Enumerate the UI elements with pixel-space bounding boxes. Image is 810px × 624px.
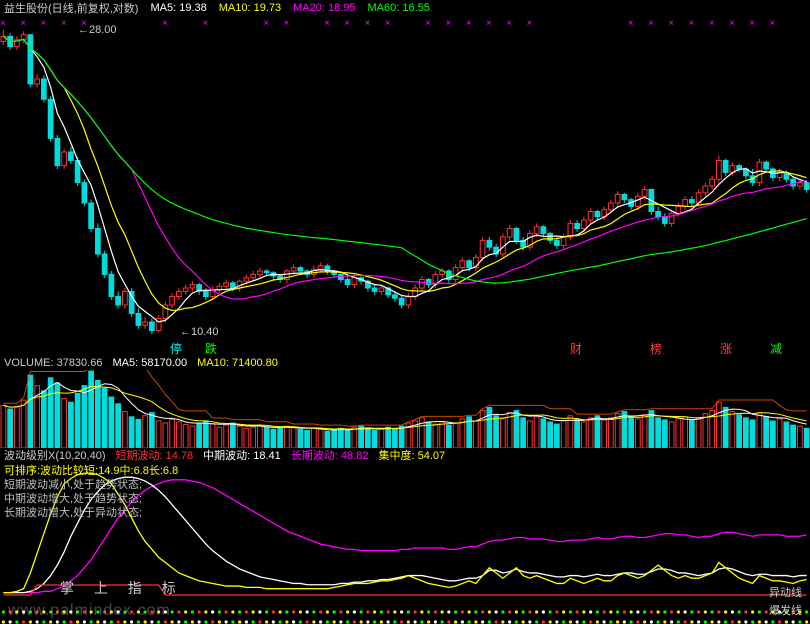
- price-header: 益生股份(日线,前复权,对数) MA5: 19.38 MA10: 19.73 M…: [0, 0, 810, 16]
- top-markers: ×××××××××××××××××××××××××××: [0, 18, 810, 30]
- low-price-label: ←10.40: [180, 326, 219, 338]
- ma10-label: MA10: 19.73: [219, 2, 281, 14]
- oscillator-header: 波动级别X(10,20,40) 短期波动: 14.78 中期波动: 18.41 …: [0, 448, 445, 462]
- high-price-label: ←28.00: [78, 24, 117, 36]
- ma5-label: MA5: 19.38: [150, 2, 206, 14]
- volume-chart[interactable]: VOLUME: 37830.66 MA5: 58170.00 MA10: 714…: [0, 356, 810, 448]
- ma60-label: MA60: 16.55: [368, 2, 430, 14]
- oscillator-chart[interactable]: 波动级别X(10,20,40) 短期波动: 14.78 中期波动: 18.41 …: [0, 448, 810, 624]
- price-chart[interactable]: ××××××××××××××××××××××××××× ←28.00 ←10.4…: [0, 16, 810, 356]
- stock-title: 益生股份(日线,前复权,对数): [4, 0, 138, 16]
- palm-label: 掌 上 指 标: [60, 578, 184, 598]
- ma20-label: MA20: 18.95: [293, 2, 355, 14]
- oscillator-text: 可排序:波动比较短:14.9中:6.8长:6.8短期波动减小,处于趋势状态;中期…: [4, 464, 178, 520]
- volume-header: VOLUME: 37830.66 MA5: 58170.00 MA10: 714…: [0, 356, 278, 370]
- char-labels: 停跌财榜涨减: [0, 340, 810, 354]
- watermark: www.palmindex.com: [8, 602, 171, 620]
- bottom-right-labels: 异动线爆发线: [769, 584, 802, 620]
